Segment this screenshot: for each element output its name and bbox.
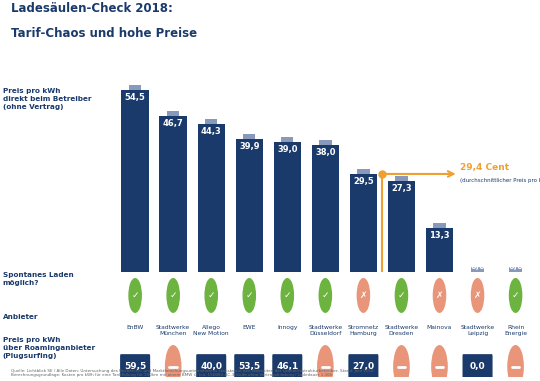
Text: 46,1: 46,1	[276, 362, 299, 371]
Circle shape	[508, 346, 523, 381]
Text: ✓: ✓	[284, 291, 291, 300]
Circle shape	[434, 279, 445, 312]
FancyBboxPatch shape	[234, 354, 264, 379]
Text: 0,0: 0,0	[508, 262, 523, 271]
Text: Spontanes Laden
möglich?: Spontanes Laden möglich?	[3, 272, 73, 287]
Text: Berechnungsgrundlage: Kosten pro kWh für eine Tankfüllung für 100km mit einem BM: Berechnungsgrundlage: Kosten pro kWh für…	[11, 373, 332, 377]
Circle shape	[281, 279, 293, 312]
Bar	[426, 228, 453, 272]
Text: ✓: ✓	[246, 291, 253, 300]
Text: Preis pro kWh
direkt beim Betreiber
(ohne Vertrag): Preis pro kWh direkt beim Betreiber (ohn…	[3, 88, 91, 110]
FancyBboxPatch shape	[120, 354, 150, 379]
Text: Preis pro kWh
über Roaminganbieter
(Plugsurfing): Preis pro kWh über Roaminganbieter (Plug…	[3, 337, 95, 359]
Circle shape	[243, 279, 255, 312]
Circle shape	[167, 279, 179, 312]
Text: ✗: ✗	[436, 291, 443, 300]
Text: 44,3: 44,3	[201, 127, 221, 136]
Text: Rhein
Energie: Rhein Energie	[504, 325, 527, 336]
Text: Allego
New Motion: Allego New Motion	[193, 325, 229, 336]
FancyBboxPatch shape	[462, 354, 492, 379]
Text: 53,5: 53,5	[238, 362, 260, 371]
Circle shape	[129, 279, 141, 312]
Circle shape	[471, 279, 484, 312]
Text: Stadtwerke
Düsseldorf: Stadtwerke Düsseldorf	[308, 325, 342, 336]
Circle shape	[318, 346, 333, 381]
Circle shape	[205, 279, 217, 312]
Bar	[509, 267, 522, 272]
Bar	[319, 140, 332, 145]
Bar	[350, 174, 377, 272]
Text: 54,5: 54,5	[125, 93, 146, 102]
Bar	[122, 90, 149, 272]
Circle shape	[510, 279, 522, 312]
Text: Mainova: Mainova	[427, 325, 452, 330]
Text: ✓: ✓	[131, 291, 139, 300]
Bar	[281, 137, 293, 142]
Bar	[471, 267, 484, 272]
Text: Stadtwerke
Dresden: Stadtwerke Dresden	[384, 325, 418, 336]
Bar	[312, 145, 339, 272]
Text: Stadtwerke
Leipzig: Stadtwerke Leipzig	[461, 325, 495, 336]
Bar	[357, 168, 369, 174]
Text: ✓: ✓	[170, 291, 177, 300]
Bar	[395, 176, 408, 181]
Circle shape	[319, 279, 332, 312]
Circle shape	[166, 346, 181, 381]
Text: ✓: ✓	[397, 291, 405, 300]
Bar	[243, 134, 255, 139]
Bar	[433, 223, 446, 228]
Text: Tarif-Chaos und hohe Preise: Tarif-Chaos und hohe Preise	[11, 27, 197, 40]
Text: ✓: ✓	[512, 291, 519, 300]
Text: ✗: ✗	[474, 291, 481, 300]
Text: 39,9: 39,9	[239, 142, 260, 151]
Text: ✓: ✓	[322, 291, 329, 300]
Text: 40,0: 40,0	[200, 362, 222, 371]
Text: ✓: ✓	[207, 291, 215, 300]
Text: Ladesäulen-Check 2018:: Ladesäulen-Check 2018:	[11, 2, 173, 15]
Bar	[198, 124, 225, 272]
Text: Anbieter: Anbieter	[3, 314, 38, 320]
FancyBboxPatch shape	[348, 354, 379, 379]
Text: 59,5: 59,5	[124, 362, 146, 371]
Bar	[167, 111, 179, 116]
Text: (durchschnittlicher Preis pro kWh Haushaltsstrom): (durchschnittlicher Preis pro kWh Hausha…	[461, 178, 540, 183]
Text: 27,3: 27,3	[391, 184, 412, 193]
Circle shape	[357, 279, 369, 312]
Text: 27,0: 27,0	[352, 362, 374, 371]
Text: EWE: EWE	[242, 325, 256, 330]
Text: Quelle: Lichtblick SE / Alle Daten: Untersuchung des Recherche- und Marktforschu: Quelle: Lichtblick SE / Alle Daten: Unte…	[11, 369, 374, 373]
Text: Stadtwerke
München: Stadtwerke München	[156, 325, 190, 336]
FancyBboxPatch shape	[196, 354, 226, 379]
Bar	[205, 119, 218, 124]
Text: Innogy: Innogy	[277, 325, 298, 330]
Text: ✗: ✗	[360, 291, 367, 300]
Circle shape	[432, 346, 447, 381]
Bar	[159, 116, 187, 272]
Bar	[129, 85, 141, 90]
Bar	[274, 142, 301, 272]
Bar	[235, 139, 263, 272]
Text: 38,0: 38,0	[315, 149, 335, 157]
Text: 39,0: 39,0	[277, 145, 298, 154]
Text: 13,3: 13,3	[429, 231, 450, 240]
Text: 46,7: 46,7	[163, 119, 184, 128]
Text: Stromnetz
Hamburg: Stromnetz Hamburg	[348, 325, 379, 336]
Bar	[388, 181, 415, 272]
Text: 0,0: 0,0	[470, 362, 485, 371]
Text: 29,4 Cent: 29,4 Cent	[461, 163, 510, 172]
Circle shape	[395, 279, 408, 312]
Text: EnBW: EnBW	[126, 325, 144, 330]
Text: 29,5: 29,5	[353, 177, 374, 186]
Text: 0,0: 0,0	[470, 262, 485, 271]
Circle shape	[394, 346, 409, 381]
FancyBboxPatch shape	[272, 354, 302, 379]
